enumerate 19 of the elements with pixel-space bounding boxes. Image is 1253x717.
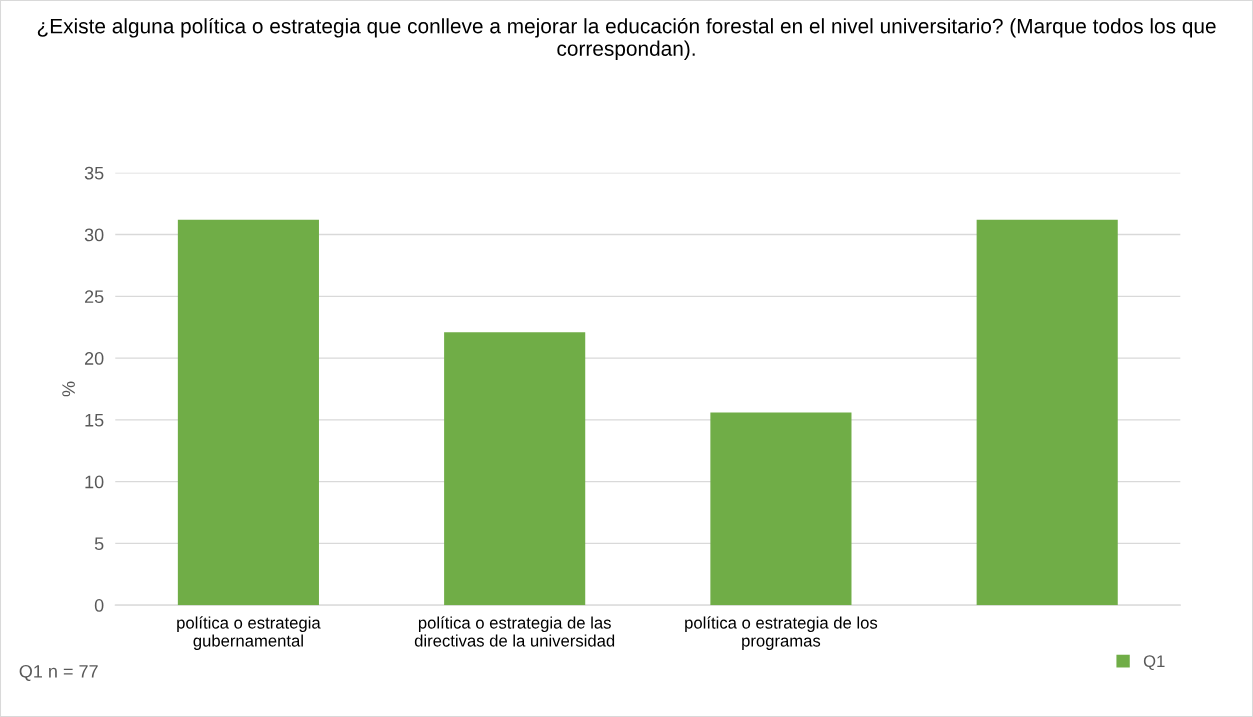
bar xyxy=(444,332,586,606)
y-tick-label: 35 xyxy=(84,166,104,180)
y-tick-label: 25 xyxy=(84,290,104,304)
x-tick-label: política o estrategia gubernamental xyxy=(177,616,321,650)
y-tick-label: 30 xyxy=(84,228,104,242)
bar xyxy=(976,219,1118,606)
y-tick-label: 20 xyxy=(84,352,104,365)
y-tick-label: 15 xyxy=(85,413,104,427)
legend-label: Q1 xyxy=(1143,655,1165,671)
y-tick-label: 0 xyxy=(94,599,104,612)
bar xyxy=(177,219,319,606)
x-tick-label: política o estrategia de los programas xyxy=(685,616,878,650)
y-tick-label: 10 xyxy=(85,475,104,489)
y-axis-title: % xyxy=(62,381,75,397)
text: Q1 n = 77 xyxy=(19,664,98,681)
x-tick-label: política o estrategia de las directivas de la universidad xyxy=(414,616,615,647)
bar xyxy=(710,412,852,606)
y-tick-label: 5 xyxy=(94,537,104,551)
chart-title: ¿Existe alguna política o estrategia que conlleve a mejorar la educación forestal en el nivel universitario? (Marque todos los que correspondan). xyxy=(37,17,1216,61)
